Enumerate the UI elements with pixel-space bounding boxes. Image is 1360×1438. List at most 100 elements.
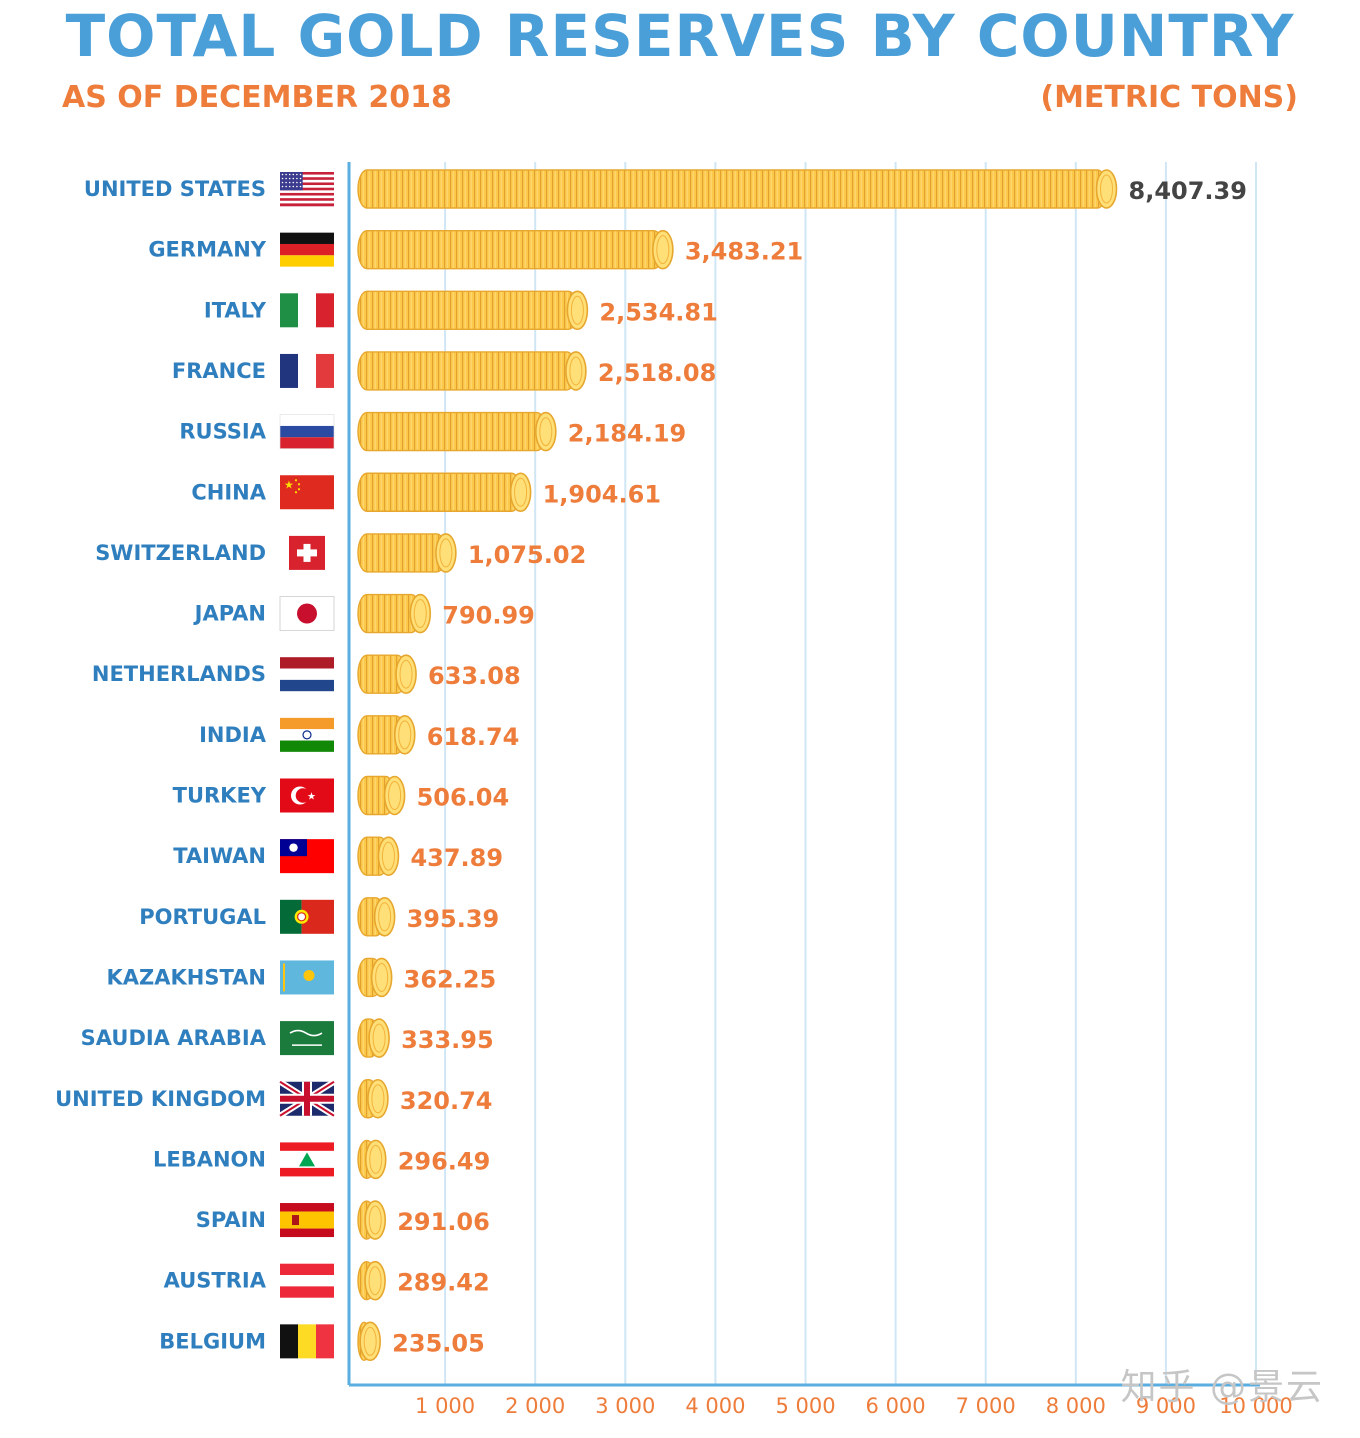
italy-flag-icon xyxy=(280,293,334,328)
bar xyxy=(357,1321,381,1362)
x-tick-label: 4 000 xyxy=(685,1394,745,1418)
value-label: 291.06 xyxy=(397,1208,490,1236)
bars xyxy=(357,169,1118,1362)
x-tick-label: 7 000 xyxy=(956,1394,1016,1418)
x-tick-label: 8 000 xyxy=(1046,1394,1106,1418)
value-label: 289.42 xyxy=(397,1269,490,1297)
axes xyxy=(347,162,1260,1387)
x-tick-label: 9 000 xyxy=(1136,1394,1196,1418)
bar xyxy=(357,654,417,695)
value-label: 395.39 xyxy=(407,905,500,933)
country-label: SWITZERLAND xyxy=(95,541,266,565)
china-flag-icon: ★ xyxy=(280,475,334,510)
bar xyxy=(357,229,674,270)
lebanon-flag-icon xyxy=(280,1142,334,1177)
value-label: 2,184.19 xyxy=(568,420,686,448)
value-label: 790.99 xyxy=(442,602,535,630)
bar xyxy=(357,1139,387,1180)
x-tick-label: 1 000 xyxy=(415,1394,475,1418)
svg-text:★: ★ xyxy=(284,478,294,491)
germany-flag-icon xyxy=(280,232,334,267)
switzerland-flag-icon xyxy=(289,535,325,570)
value-label: 1,904.61 xyxy=(543,480,661,508)
unit-label: (METRIC TONS) xyxy=(1040,80,1298,115)
bar xyxy=(357,593,432,634)
uk-flag-icon xyxy=(278,1079,336,1119)
country-label: INDIA xyxy=(199,723,267,747)
country-label: PORTUGAL xyxy=(139,905,266,929)
bar xyxy=(357,290,589,331)
bar xyxy=(357,1018,390,1058)
bar xyxy=(357,472,532,513)
country-label: SPAIN xyxy=(196,1208,266,1232)
value-label: 2,534.81 xyxy=(599,298,717,326)
bar xyxy=(357,1078,389,1119)
turkey-flag-icon: ★ xyxy=(280,778,334,813)
country-label: JAPAN xyxy=(193,602,266,626)
bar xyxy=(357,715,416,755)
belgium-flag-icon xyxy=(280,1324,334,1359)
x-tick-label: 2 000 xyxy=(505,1394,565,1418)
country-label: NETHERLANDS xyxy=(92,662,266,686)
country-label: FRANCE xyxy=(172,359,266,383)
austria-flag-icon xyxy=(280,1263,334,1298)
bar xyxy=(357,1260,386,1301)
country-label: BELGIUM xyxy=(159,1329,266,1353)
bar xyxy=(357,957,393,998)
country-label: TAIWAN xyxy=(173,844,266,868)
value-label: 1,075.02 xyxy=(468,541,586,569)
bar xyxy=(357,169,1118,209)
value-label: 3,483.21 xyxy=(685,238,803,266)
value-label: 320.74 xyxy=(400,1087,493,1115)
value-label: 506.04 xyxy=(417,784,510,812)
india-flag-icon xyxy=(280,717,334,752)
country-label: ITALY xyxy=(204,298,267,322)
bar xyxy=(357,896,396,937)
taiwan-flag-icon xyxy=(280,839,334,874)
x-tick-label: 5 000 xyxy=(775,1394,835,1418)
svg-text:★: ★ xyxy=(307,792,316,803)
country-label: RUSSIA xyxy=(179,420,266,444)
value-label: 235.05 xyxy=(392,1329,485,1357)
value-label: 362.25 xyxy=(404,965,497,993)
value-label: 633.08 xyxy=(428,662,521,690)
japan-flag-icon xyxy=(279,596,335,631)
gridlines xyxy=(444,162,1257,1385)
bar xyxy=(357,533,457,573)
x-tick-label: 10 000 xyxy=(1219,1394,1292,1418)
spain-flag-icon xyxy=(280,1203,334,1238)
bar xyxy=(357,775,406,816)
labels: 1 000 2 000 3 000 4 000 5 000 6 000 7 000 8 000… xyxy=(55,172,1293,1418)
country-label: UNITED KINGDOM xyxy=(55,1087,266,1111)
value-label: 333.95 xyxy=(401,1026,494,1054)
chart-title: TOTAL GOLD RESERVES BY COUNTRY xyxy=(65,2,1295,70)
value-label: 8,407.39 xyxy=(1129,177,1247,205)
russia-flag-icon xyxy=(279,414,335,449)
us-flag-icon xyxy=(280,172,334,207)
kazakhstan-flag-icon xyxy=(280,960,334,995)
country-label: SAUDIA ARABIA xyxy=(81,1026,267,1050)
country-label: CHINA xyxy=(191,480,266,504)
bar xyxy=(357,351,587,391)
country-label: UNITED STATES xyxy=(84,177,266,201)
value-label: 2,518.08 xyxy=(598,359,716,387)
bar xyxy=(357,1200,387,1240)
value-label: 437.89 xyxy=(410,844,503,872)
country-label: KAZAKHSTAN xyxy=(107,965,267,989)
x-tick-label: 6 000 xyxy=(866,1394,926,1418)
netherlands-flag-icon xyxy=(280,657,334,692)
country-label: LEBANON xyxy=(153,1147,266,1171)
bar xyxy=(357,411,557,452)
country-label: GERMANY xyxy=(148,238,266,262)
value-label: 296.49 xyxy=(398,1147,491,1175)
country-label: AUSTRIA xyxy=(164,1269,267,1293)
portugal-flag-icon xyxy=(280,899,334,934)
france-flag-icon xyxy=(280,353,334,388)
x-tick-label: 3 000 xyxy=(595,1394,655,1418)
value-label: 618.74 xyxy=(427,723,520,751)
chart-subtitle: AS OF DECEMBER 2018 xyxy=(62,80,452,115)
watermark: 知乎 @景云 xyxy=(1120,1367,1324,1408)
country-label: TURKEY xyxy=(173,784,267,808)
bar xyxy=(357,836,400,876)
